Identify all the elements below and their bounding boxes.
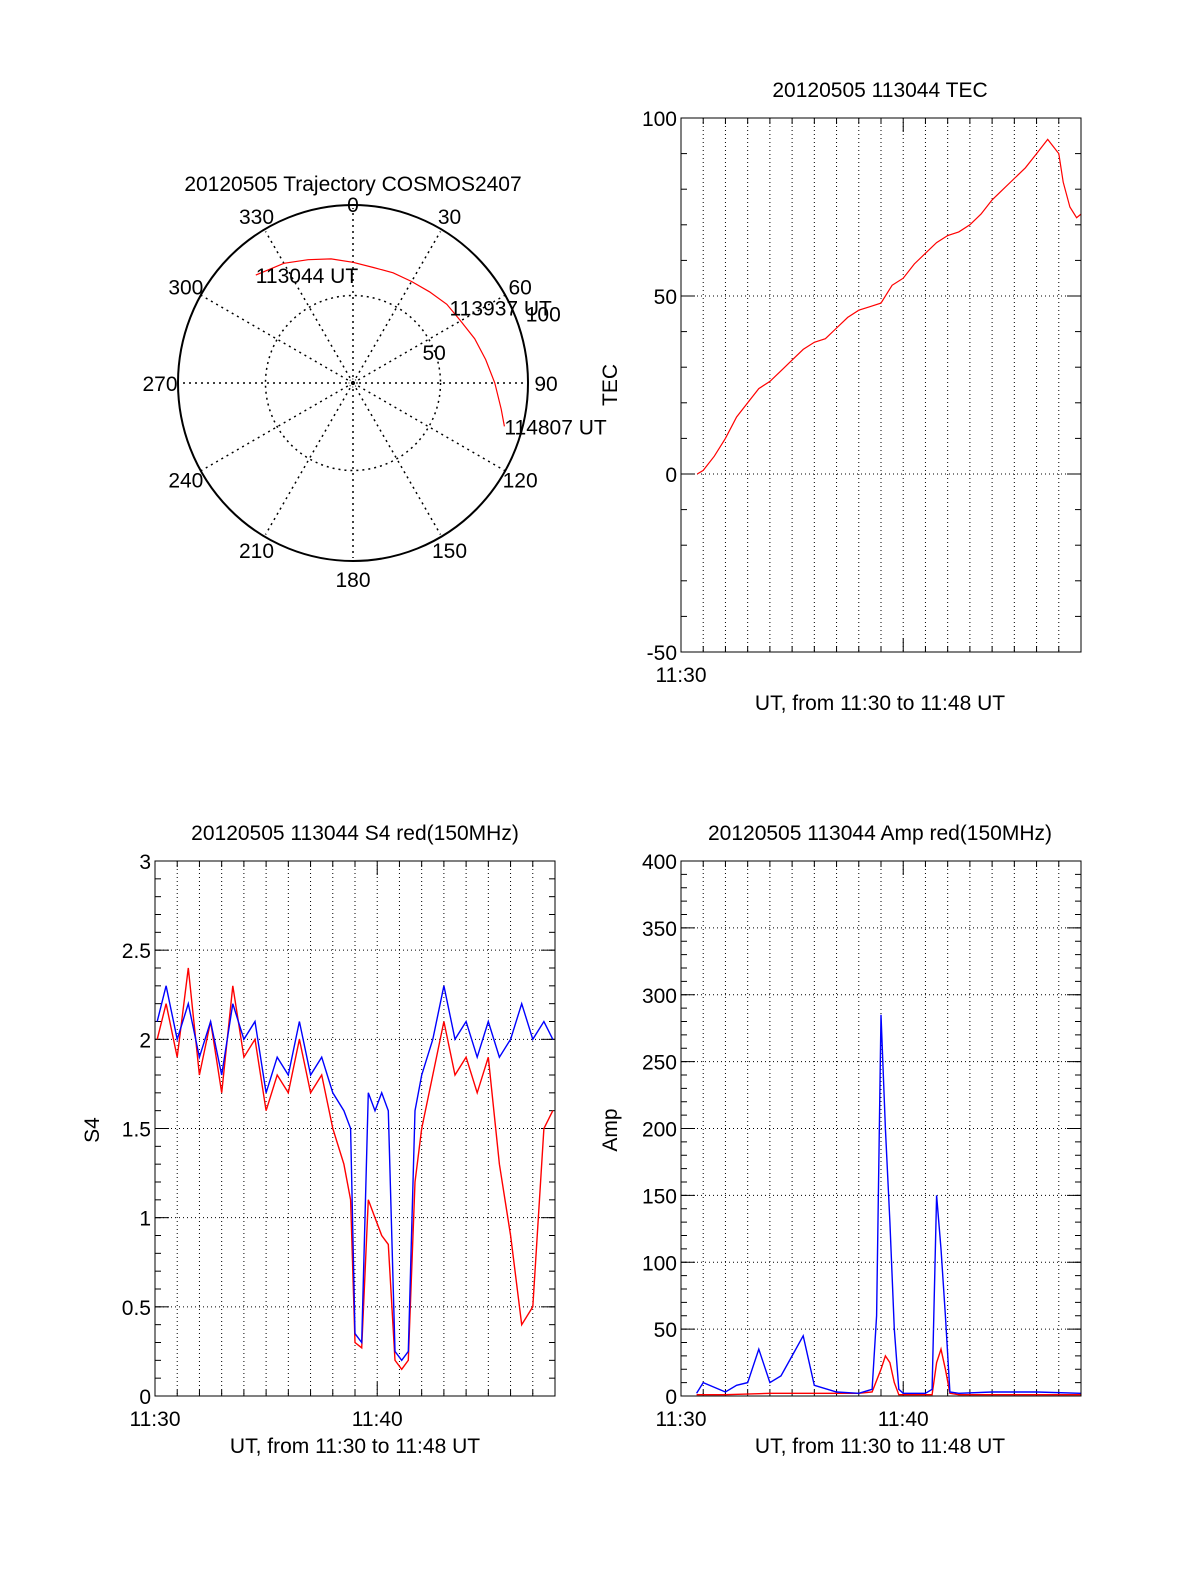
y-tick-label: 1 [139,1208,151,1231]
polar-spoke [201,294,354,384]
data-series-line [696,1014,1082,1395]
y-tick-label: 100 [642,1252,677,1275]
polar-angle-labels: 0 30 60 90 120 150 180 210 240 270 300 330 [142,194,557,592]
x-tick-label: 11:40 [352,1408,403,1431]
amp-series [696,1014,1082,1396]
polar-spoke [264,382,354,535]
x-tick-label: 11:30 [130,1408,181,1431]
y-tick-label: -50 [647,642,677,665]
y-tick-label: 200 [642,1119,677,1142]
polar-spoke [352,294,505,384]
polar-angle-label: 90 [534,373,557,396]
s4-y-axis-label: S4 [81,1117,104,1143]
amp-grid [680,860,1082,1397]
amp-x-axis-label: UT, from 11:30 to 11:48 UT [755,1435,1005,1458]
polar-spoke [201,382,354,472]
s4-series [156,967,554,1371]
polar-angle-label: 30 [438,206,461,229]
polar-annotations: 113044 UT 113937 UT 114807 UT [256,265,607,439]
y-tick-label: 300 [642,985,677,1008]
polar-trajectory-chart: 20120505 Trajectory COSMOS2407 0 30 60 90 12… [142,173,606,592]
trajectory-time-label: 114807 UT [504,416,607,439]
polar-angle-label: 210 [239,540,274,563]
tec-title: 20120505 113044 TEC [772,79,987,102]
tec-series [696,138,1082,475]
amp-title: 20120505 113044 Amp red(150MHz) [708,822,1052,845]
y-tick-label: 2.5 [122,940,151,963]
polar-grid-circle [264,294,442,472]
polar-angle-label: 330 [239,206,274,229]
polar-title: 20120505 Trajectory COSMOS2407 [184,173,521,196]
data-series-line [156,967,554,1371]
x-tick-label: 11:30 [656,664,707,687]
tec-tick-labels: -50 0 50 100 11:30 [642,108,707,687]
s4-tick-labels: 0 0.5 1 1.5 2 2.5 3 11:30 11:40 [122,851,403,1431]
polar-grid [177,204,529,562]
s4-x-axis-label: UT, from 11:30 to 11:48 UT [230,1435,480,1458]
amp-tick-labels: 0 50 100 150 200 250 300 350 400 11:30 11:40 [642,851,929,1431]
s4-chart: 20120505 113044 S4 red(150MHz) 0 0.5 1 1.5 2… [81,822,556,1458]
polar-angle-label: 60 [508,277,531,300]
polar-angle-label: 0 [347,194,359,217]
s4-title: 20120505 113044 S4 red(150MHz) [191,822,519,845]
y-tick-label: 150 [642,1185,677,1208]
y-tick-label: 3 [139,851,151,874]
polar-angle-label: 150 [432,540,467,563]
data-series-line [156,985,554,1362]
y-tick-label: 0.5 [122,1297,151,1320]
y-tick-label: 2 [139,1029,151,1052]
y-tick-label: 0 [665,464,677,487]
polar-radius-label: 50 [422,342,445,365]
tec-plot-frame [680,117,1082,653]
polar-angle-label: 270 [142,373,177,396]
polar-angle-label: 120 [503,470,538,493]
polar-spoke [264,231,354,384]
y-tick-label: 400 [642,851,677,874]
y-tick-label: 0 [665,1386,677,1409]
amp-y-axis-label: Amp [599,1108,622,1151]
polar-spoke [352,382,505,472]
y-tick-label: 350 [642,918,677,941]
polar-series [255,258,505,427]
x-tick-label: 11:40 [878,1408,929,1431]
tec-y-axis-label: TEC [599,364,622,406]
amp-chart: 20120505 113044 Amp red(150MHz) 0 50 100 15… [599,822,1082,1458]
trajectory-line [255,258,505,427]
trajectory-time-label: 113044 UT [256,265,359,288]
s4-plot-frame [154,860,556,1397]
polar-spoke [352,231,442,384]
data-series-line [696,138,1082,475]
y-tick-label: 100 [642,108,677,131]
polar-angle-label: 180 [335,569,370,592]
polar-angle-label: 240 [168,470,203,493]
polar-spoke [352,382,442,535]
x-tick-label: 11:30 [656,1408,707,1431]
polar-angle-label: 300 [168,277,203,300]
polar-radius-label: 100 [526,303,561,326]
y-tick-label: 50 [654,286,677,309]
tec-x-axis-label: UT, from 11:30 to 11:48 UT [755,692,1005,715]
polar-center-circle [348,378,358,388]
data-series-line [696,1346,1081,1396]
tec-chart: 20120505 113044 TEC -50 0 50 100 11:30 UT, f… [599,79,1082,715]
y-tick-label: 1.5 [122,1119,151,1142]
y-tick-label: 0 [139,1386,151,1409]
tec-grid [680,117,1082,653]
trajectory-time-label: 113937 UT [450,298,553,321]
amp-plot-frame [680,860,1082,1397]
y-tick-label: 50 [654,1319,677,1342]
polar-radius-labels: 50 100 [422,303,560,365]
y-tick-label: 250 [642,1052,677,1075]
